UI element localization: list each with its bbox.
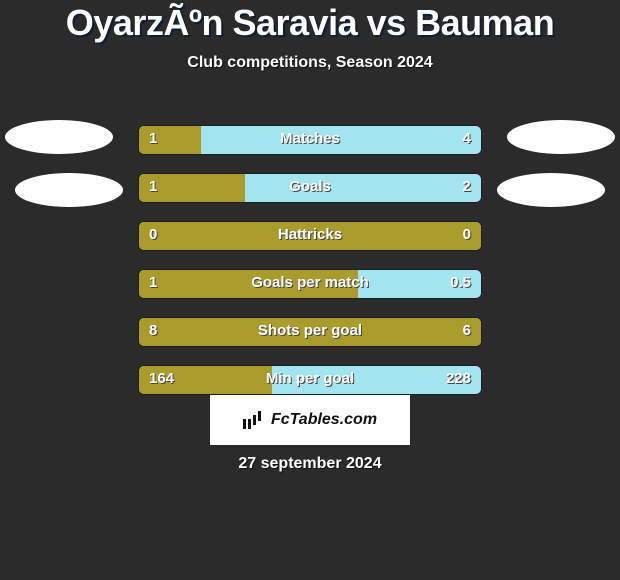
- logo-label: FcTables.com: [271, 411, 377, 429]
- team-badge-right-2: [497, 173, 605, 207]
- stat-label: Goals per match: [139, 274, 481, 291]
- team-badge-right-1: [507, 120, 615, 154]
- bars-container: 14Matches 12Goals 00Hattricks 10.5Goals per…: [138, 125, 482, 413]
- logo-text: FcTables.com: [243, 411, 377, 429]
- team-badge-left-2: [15, 173, 123, 207]
- stat-label: Hattricks: [139, 226, 481, 243]
- stats-card: OyarzÃºn Saravia vs Bauman Club competit…: [0, 0, 620, 580]
- stat-label: Goals: [139, 178, 481, 195]
- page-title: OyarzÃºn Saravia vs Bauman: [0, 0, 620, 44]
- logo-box: FcTables.com: [210, 395, 410, 445]
- stat-label: Min per goal: [139, 370, 481, 387]
- stat-row: 86Shots per goal: [138, 317, 482, 347]
- stat-row: 12Goals: [138, 173, 482, 203]
- stat-label: Shots per goal: [139, 322, 481, 339]
- bars-icon: [243, 411, 265, 429]
- team-badge-left-1: [5, 120, 113, 154]
- date-label: 27 september 2024: [0, 455, 620, 473]
- stat-row: 164228Min per goal: [138, 365, 482, 395]
- stat-row: 14Matches: [138, 125, 482, 155]
- subtitle: Club competitions, Season 2024: [0, 54, 620, 72]
- stat-row: 10.5Goals per match: [138, 269, 482, 299]
- stat-label: Matches: [139, 130, 481, 147]
- stat-row: 00Hattricks: [138, 221, 482, 251]
